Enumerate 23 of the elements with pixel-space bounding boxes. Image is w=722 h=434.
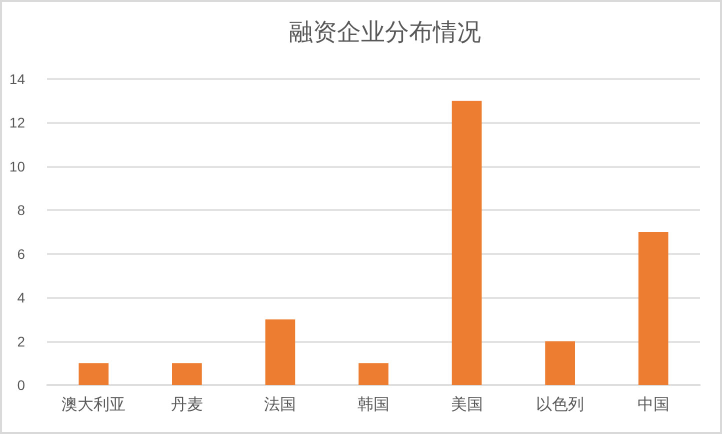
bar <box>358 363 388 385</box>
y-tick-label: 10 <box>9 158 26 174</box>
y-tick-label: 6 <box>17 246 26 262</box>
x-tick-label: 法国 <box>264 396 296 414</box>
bar <box>265 319 296 385</box>
bar <box>638 232 668 385</box>
bar <box>172 363 202 385</box>
bar <box>78 363 109 385</box>
y-tick-label: 2 <box>17 333 26 350</box>
x-tick-label: 韩国 <box>358 396 390 414</box>
bar <box>452 100 482 385</box>
y-tick-label: 0 <box>17 377 26 393</box>
x-tick-label: 丹麦 <box>170 396 203 414</box>
x-tick-label: 以色列 <box>536 396 584 414</box>
y-tick-label: 4 <box>17 290 26 306</box>
x-tick-label: 中国 <box>637 396 670 414</box>
x-tick-label: 美国 <box>450 396 483 414</box>
chart-title: 融资企业分布情况 <box>289 20 481 46</box>
y-tick-label: 14 <box>9 71 26 87</box>
x-tick-label: 澳大利亚 <box>62 396 126 414</box>
y-tick-label: 12 <box>9 114 26 131</box>
y-tick-label: 8 <box>17 202 26 218</box>
bar <box>545 341 575 385</box>
